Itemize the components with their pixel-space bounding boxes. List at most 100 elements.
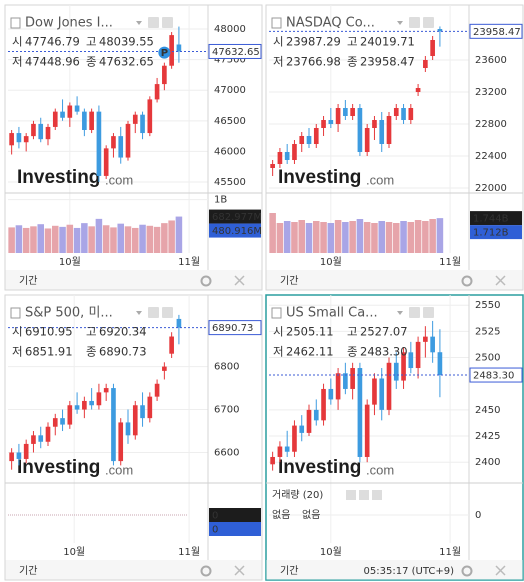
volume-bar <box>305 223 313 253</box>
candle-body <box>313 409 319 421</box>
settings-icon[interactable] <box>409 17 420 28</box>
settings-button[interactable] <box>461 275 473 287</box>
volume-bar <box>385 222 393 253</box>
volume-bar <box>22 227 30 253</box>
volume-bar <box>37 224 44 253</box>
ohlc-value: 47746.79 <box>25 35 80 49</box>
candle-body <box>89 111 94 130</box>
volume-label: 1.744B <box>473 214 509 225</box>
close-icon[interactable] <box>162 307 173 318</box>
dropdown-arrow[interactable] <box>397 311 403 315</box>
ohlc-key: 종 <box>86 345 97 359</box>
candle-body <box>423 336 428 342</box>
candle-body <box>277 152 283 164</box>
candle-body <box>401 352 406 381</box>
ohlc-key: 시 <box>273 325 284 339</box>
volume-bar <box>161 223 168 253</box>
dropdown-arrow[interactable] <box>136 21 142 25</box>
last-price-label: 47632.65 <box>212 47 260 58</box>
settings-button[interactable] <box>200 275 212 287</box>
dropdown-arrow[interactable] <box>397 21 403 25</box>
candle-body <box>335 373 341 400</box>
candle-body <box>38 435 44 442</box>
legend-icon <box>271 307 282 319</box>
symbol-title: NASDAQ Co... <box>286 16 375 31</box>
settings-icon[interactable] <box>148 307 159 318</box>
y-tick-label: 23200 <box>475 87 507 98</box>
legend-icon <box>271 17 282 29</box>
close-icon[interactable] <box>423 307 434 318</box>
settings-button[interactable] <box>461 565 473 577</box>
volume-bar <box>429 219 436 253</box>
volume-bar <box>298 220 305 253</box>
indicator-value: 없음 <box>302 508 320 521</box>
candle-body <box>321 120 326 128</box>
close-icon[interactable] <box>423 17 434 28</box>
candle-body <box>82 111 87 130</box>
panel[interactable] <box>265 294 524 581</box>
watermark-suffix: .com <box>366 172 394 187</box>
ohlc-value: 2483.30 <box>360 345 408 359</box>
volume-tick-label: 1B <box>214 195 227 206</box>
candle-body <box>60 418 65 425</box>
candle-body <box>379 378 385 410</box>
volume-label: 682.977M <box>212 212 262 223</box>
candle-body <box>328 388 334 400</box>
volume-label: 480.916M <box>212 226 262 237</box>
candle-body <box>343 373 348 389</box>
settings-icon[interactable] <box>409 307 420 318</box>
period-label[interactable]: 기간 <box>280 275 298 287</box>
indicator-value: 없음 <box>272 508 290 521</box>
symbol-title: Dow Jones I... <box>25 16 113 31</box>
candle-body <box>169 35 174 66</box>
y-tick-label: 6700 <box>214 405 239 416</box>
ohlc-key: 고 <box>86 325 97 339</box>
candle-body <box>386 362 392 410</box>
watermark: Investing <box>17 167 100 188</box>
indicator-icon[interactable] <box>346 490 356 500</box>
y-tick-label: 2525 <box>475 326 500 337</box>
volume-bar <box>334 220 342 253</box>
fullscreen-button[interactable] <box>234 275 245 286</box>
period-label[interactable]: 기간 <box>19 275 37 287</box>
close-icon[interactable] <box>162 17 173 28</box>
ohlc-value: 6910.95 <box>25 325 73 339</box>
dropdown-arrow[interactable] <box>136 311 142 315</box>
fullscreen-button[interactable] <box>495 275 506 286</box>
event-marker[interactable] <box>158 46 171 59</box>
volume-bar <box>327 223 335 253</box>
volume-label-box <box>470 225 522 240</box>
indicator-icon[interactable] <box>359 490 369 500</box>
volume-label-box <box>209 209 261 224</box>
volume-bar <box>110 227 117 253</box>
period-label[interactable]: 기간 <box>280 565 298 577</box>
legend-icon <box>10 17 21 29</box>
y-tick-label: 46000 <box>214 146 246 157</box>
candle-body <box>430 40 435 56</box>
volume-bar <box>81 223 88 253</box>
watermark: Investing <box>278 167 361 188</box>
period-label[interactable]: 기간 <box>19 565 37 577</box>
x-tick-label: 10월 <box>59 256 81 268</box>
y-tick-label: 46500 <box>214 116 246 127</box>
settings-icon[interactable] <box>148 17 159 28</box>
watermark: Investing <box>278 457 361 478</box>
candle-body <box>357 368 363 457</box>
y-tick-label: 48000 <box>214 24 246 35</box>
y-tick-label: 2550 <box>475 300 500 311</box>
fullscreen-button[interactable] <box>495 565 506 576</box>
candle-body <box>379 120 385 144</box>
x-tick-label: 11월 <box>439 256 461 268</box>
last-price-label: 6890.73 <box>212 323 253 334</box>
candle-body <box>147 99 153 134</box>
settings-button[interactable] <box>200 565 212 577</box>
indicator-icon[interactable] <box>372 490 382 500</box>
symbol-title: US Small Ca... <box>286 306 378 321</box>
ohlc-key: 종 <box>347 345 358 359</box>
ohlc-value: 47448.96 <box>25 55 80 69</box>
candle-body <box>67 405 73 425</box>
fullscreen-button[interactable] <box>234 565 245 576</box>
volume-label-box <box>470 211 522 226</box>
volume-label-box <box>209 522 261 536</box>
